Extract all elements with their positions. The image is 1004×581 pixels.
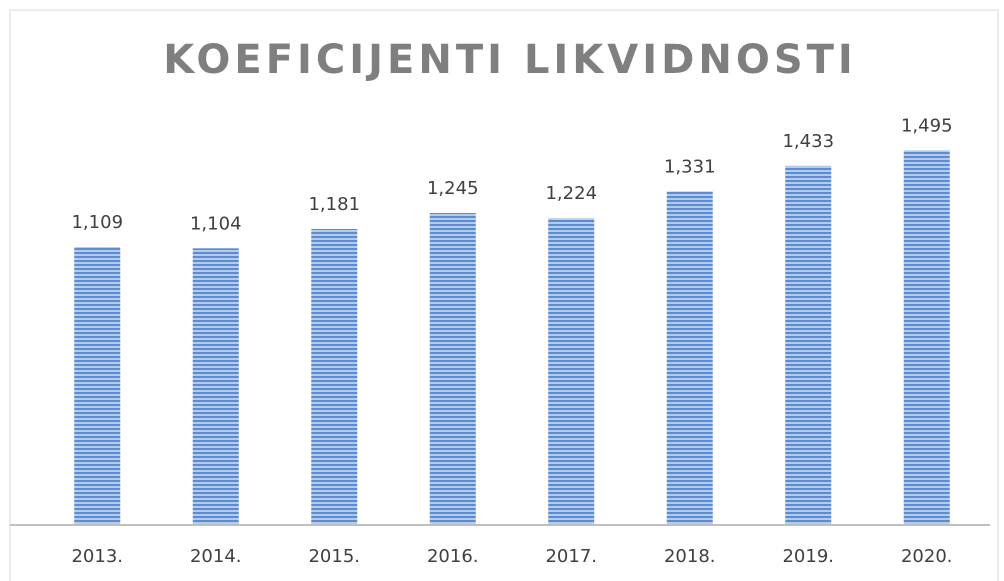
x-tick-label: 2017.: [545, 546, 597, 567]
chart-title: KOEFICIJENTI LIKVIDNOSTI: [163, 37, 857, 83]
value-label: 1,181: [308, 194, 360, 215]
value-label: 1,109: [71, 212, 123, 233]
x-tick-label: 2014.: [190, 546, 242, 567]
bar: [548, 218, 595, 526]
chart-border: [9, 9, 999, 581]
x-tick-label: 2019.: [782, 546, 834, 567]
x-tick-label: 2020.: [901, 546, 953, 567]
bar: [429, 212, 476, 526]
bar: [666, 191, 713, 525]
x-tick-label: 2018.: [664, 546, 716, 567]
x-tick-label: 2015.: [308, 546, 360, 567]
value-label: 1,331: [664, 156, 716, 177]
value-label: 1,433: [782, 131, 834, 152]
bar: [311, 229, 358, 525]
bar: [192, 248, 239, 525]
x-tick-label: 2013.: [71, 546, 123, 567]
bar: [903, 150, 950, 526]
bar: [74, 247, 121, 525]
x-tick-label: 2016.: [427, 546, 479, 567]
value-label: 1,224: [545, 183, 597, 204]
bar: [785, 165, 832, 525]
value-label: 1,245: [427, 178, 479, 199]
value-label: 1,495: [901, 115, 953, 136]
value-label: 1,104: [190, 213, 242, 234]
